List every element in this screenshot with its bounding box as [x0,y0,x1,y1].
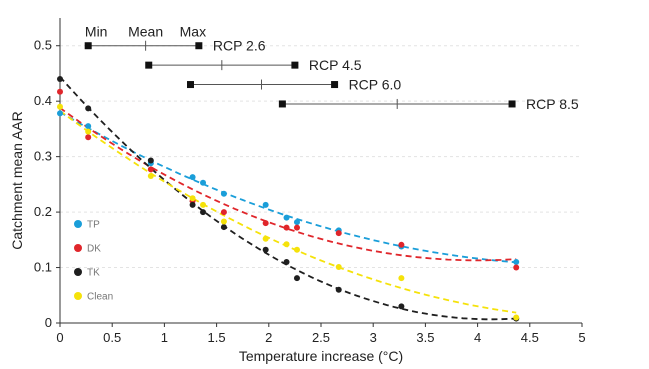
range-min-rcp-8-5 [278,100,286,108]
point-tp-8 [293,219,300,226]
range-label-rcp-2-6: RCP 2.6 [213,38,266,54]
point-clean-6 [262,235,269,242]
x-tick-label-1.5: 1.5 [208,330,226,345]
x-tick-label-4.5: 4.5 [521,330,539,345]
point-clean-0 [57,103,63,110]
point-tk-3 [189,201,196,208]
point-tk-7 [283,259,290,265]
point-tk-10 [398,303,405,310]
range-header-max: Max [180,24,206,40]
data-points [57,76,520,322]
trend-line-tp [59,111,517,264]
point-tp-11 [513,259,520,265]
point-dk-10 [513,264,520,271]
point-tp-0 [57,110,63,117]
x-tick-label-0.5: 0.5 [103,330,121,345]
trend-line-tk [59,76,517,321]
point-dk-1 [85,134,92,141]
legend-label-clean: Clean [87,292,113,303]
point-tp-4 [200,179,207,186]
y-tick-label-0.5: 0.5 [34,38,52,53]
x-tick-label-3: 3 [370,330,377,345]
point-dk-9 [398,241,405,248]
point-tk-0 [57,76,63,82]
point-clean-11 [513,314,520,321]
point-dk-4 [220,209,227,216]
x-axis-title: Temperature increase (°C) [239,348,403,364]
y-tick-label-0.2: 0.2 [34,204,52,219]
range-header-min: Min [85,24,108,40]
point-clean-3 [189,195,196,202]
point-clean-8 [293,246,300,253]
legend-swatch-dk [74,244,82,252]
point-tp-3 [189,174,196,181]
point-tk-9 [335,286,342,293]
rcp-range-bars: RCP 2.6 RCP 4.5 RCP 6.0 RCP 8.5 [84,38,579,112]
range-max-rcp-8-5 [508,100,516,108]
x-tick-label-1: 1 [161,330,168,345]
range-min-rcp-4-5 [145,61,153,69]
x-tick-label-2.5: 2.5 [312,330,330,345]
x-tick-label-4: 4 [474,330,481,345]
legend-swatch-clean [74,292,82,300]
point-tk-5 [220,224,227,231]
y-tick-label-0.4: 0.4 [34,93,52,108]
point-tp-6 [262,201,269,208]
point-tp-5 [220,190,227,197]
range-label-rcp-8-5: RCP 8.5 [526,96,579,112]
point-clean-9 [335,263,342,270]
x-tick-label-3.5: 3.5 [416,330,434,345]
point-dk-5 [262,220,269,227]
legend-swatch-tk [74,268,82,276]
point-clean-5 [220,218,227,225]
legend-label-tp: TP [87,220,100,231]
point-clean-10 [398,275,405,282]
range-max-rcp-4-5 [291,61,299,69]
point-dk-2 [147,166,154,173]
trend-line-dk [59,107,517,262]
point-tk-1 [85,105,92,112]
point-tk-8 [293,275,300,282]
range-max-rcp-6-0 [331,81,339,89]
point-tp-1 [85,123,92,130]
y-tick-label-0.1: 0.1 [34,260,52,275]
point-tp-7 [283,214,290,221]
x-tick-label-5: 5 [578,330,585,345]
y-axis-title: Catchment mean AAR [9,111,25,250]
x-tick-label-0: 0 [56,330,63,345]
point-dk-7 [293,224,300,231]
trend-lines [59,76,517,321]
x-axis-ticks: 0 0.5 1 1.5 2 2.5 3 3.5 4 4.5 5 [56,323,586,345]
range-label-rcp-4-5: RCP 4.5 [309,57,362,73]
point-clean-7 [283,241,290,248]
range-max-rcp-2-6 [195,42,203,50]
x-tick-label-2: 2 [265,330,272,345]
y-axis-ticks: 0 0.1 0.2 0.3 0.4 0.5 [34,38,60,330]
y-tick-label-0.3: 0.3 [34,149,52,164]
point-clean-4 [200,201,207,208]
point-tk-6 [262,246,269,253]
point-tk-4 [200,209,207,216]
legend-label-tk: TK [87,268,100,279]
point-clean-1 [85,128,92,135]
legend: TP DK TK Clean [74,220,113,303]
range-min-rcp-6-0 [187,81,194,89]
y-tick-label-0: 0 [45,315,52,330]
point-dk-6 [283,224,290,231]
point-clean-2 [147,173,154,180]
range-header-mean: Mean [128,24,163,40]
legend-label-dk: DK [87,244,101,255]
point-tk-2 [147,157,154,164]
range-label-rcp-6-0: RCP 6.0 [349,77,402,93]
point-dk-8 [335,230,342,237]
range-min-rcp-2-6 [84,42,92,50]
legend-swatch-tp [74,220,82,228]
point-dk-0 [57,88,63,95]
